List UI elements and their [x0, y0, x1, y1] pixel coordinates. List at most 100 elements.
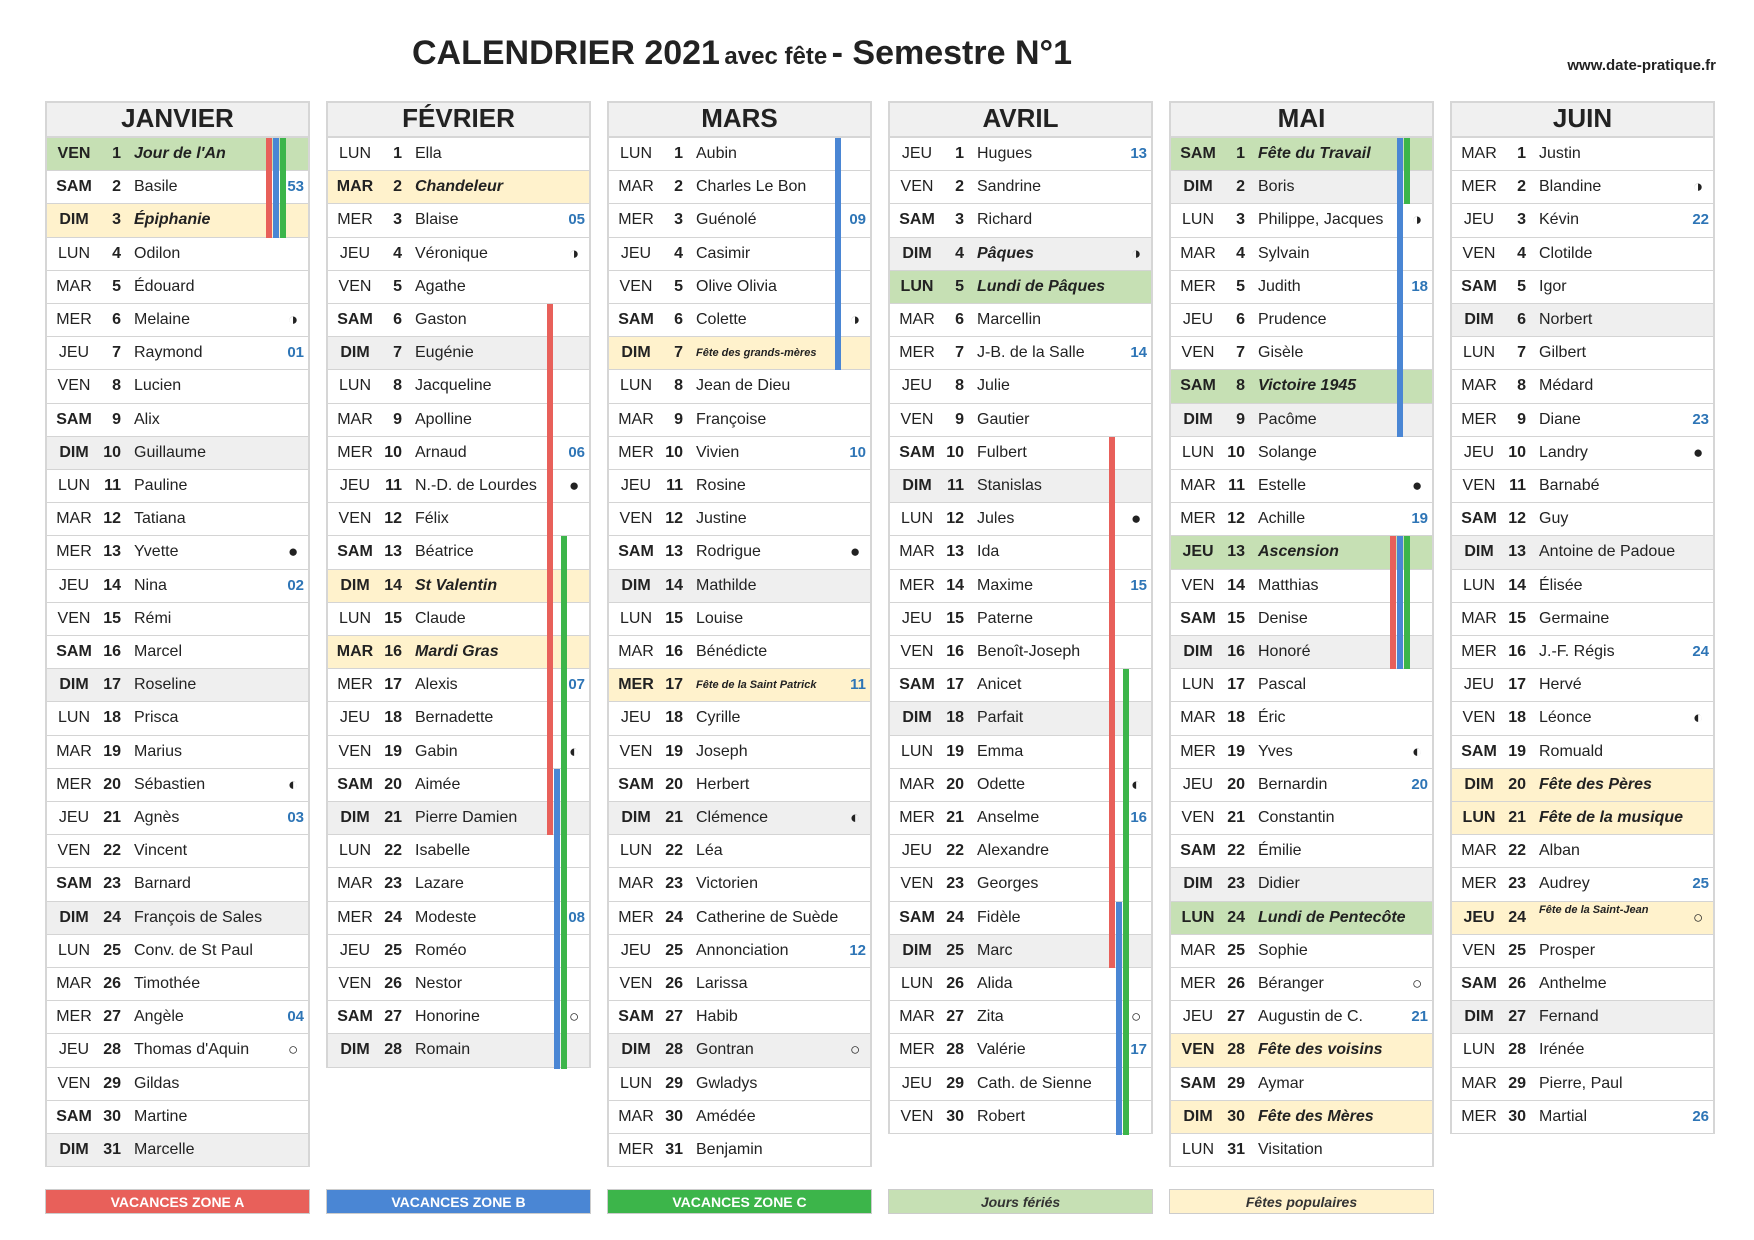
weekday: LUN [57, 244, 90, 262]
week-number: 18 [1411, 277, 1428, 295]
day-row: SAM 22 Émilie [1171, 835, 1432, 869]
vacation-bar [561, 835, 567, 870]
weekday: MER [1180, 510, 1216, 528]
day-row: VEN 5 Olive Olivia [609, 270, 870, 305]
fete-name: Nestor [415, 975, 463, 992]
fete-name: Louise [696, 609, 744, 627]
weekday: MAR [337, 410, 373, 428]
day-row: JEU 11 N.-D. de Lourdes ● [328, 470, 589, 505]
day-number: 18 [1508, 709, 1526, 727]
day-row: LUN 17 Pascal [1171, 669, 1432, 703]
fete-name: Bénédicte [696, 643, 768, 660]
day-number: 25 [103, 941, 121, 959]
day-row: LUN 10 Solange [1171, 436, 1432, 470]
weekday: JEU [901, 1074, 933, 1092]
fete-name: Norbert [1539, 311, 1593, 328]
day-number: 22 [665, 842, 683, 860]
day-row: VEN 19 Gabin ◐ [328, 735, 589, 770]
vacation-bar [561, 602, 567, 637]
day-number: 29 [103, 1074, 121, 1092]
fete-name: Vivien [696, 443, 740, 461]
week-number: 14 [1130, 344, 1147, 362]
day-row: VEN 4 Clotilde [1452, 237, 1713, 271]
fete-name: Fête des Mères [1258, 1107, 1374, 1125]
vacation-bar [554, 934, 560, 969]
fete-name: Valérie [977, 1041, 1026, 1059]
day-number: 26 [1227, 975, 1245, 992]
weekday: MER [1180, 975, 1216, 992]
day-number: 4 [112, 244, 121, 262]
day-number: 14 [384, 576, 402, 594]
weekday: SAM [1461, 742, 1497, 760]
weekday: JEU [1182, 543, 1214, 561]
fete-name: Antoine de Padoue [1539, 543, 1676, 561]
vacation-bar [1397, 403, 1403, 438]
weekday: SAM [56, 1107, 92, 1125]
fete-name: Guillaume [134, 443, 207, 461]
weekday: JEU [1182, 775, 1214, 793]
vacation-bar [1397, 304, 1403, 339]
fete-name: Pâques [977, 244, 1034, 262]
month-column: FÉVRIER LUN 1 Ella MAR 2 Chandeleur MER 3 Blaise 0… [326, 101, 591, 1069]
vacation-bar [1390, 602, 1396, 637]
weekday: MER [1461, 410, 1497, 428]
moon-phase: ◑ [1412, 210, 1423, 230]
day-number: 3 [955, 211, 964, 229]
weekday: MER [1180, 277, 1216, 295]
day-row: DIM 25 Marc [890, 934, 1151, 969]
day-row: DIM 17 Roseline [47, 669, 308, 703]
day-row: MER 30 Martial 26 [1452, 1100, 1713, 1134]
fete-name: Rosine [696, 477, 746, 494]
fete-name: Fidèle [977, 908, 1021, 926]
weekday: MER [618, 908, 654, 926]
day-row: MER 9 Diane 23 [1452, 403, 1713, 437]
day-row: SAM 20 Aimée [328, 768, 589, 803]
fete-name: Hugues [977, 145, 1033, 162]
fete-name: Pauline [134, 477, 188, 494]
day-number: 26 [665, 975, 683, 992]
fete-name: Jour de l'An [134, 145, 226, 162]
fete-name: J-B. de la Salle [977, 344, 1085, 362]
fete-name: Ida [977, 543, 1000, 561]
vacation-bar [554, 802, 560, 837]
weekday: VEN [1181, 344, 1215, 362]
fete-name: Jules [977, 510, 1015, 528]
day-number: 10 [665, 443, 683, 461]
vacation-bar [547, 403, 553, 438]
fete-name: J.-F. Régis [1539, 643, 1615, 660]
vacation-bar [1109, 536, 1115, 571]
day-number: 21 [946, 809, 964, 826]
weekday: MAR [1461, 842, 1497, 860]
day-number: 2 [1236, 178, 1245, 196]
day-number: 10 [1227, 443, 1245, 461]
day-row: MAR 4 Sylvain [1171, 237, 1432, 272]
weekday: DIM [340, 809, 370, 826]
fete-name: Pierre Damien [415, 809, 518, 826]
day-number: 13 [384, 543, 402, 561]
day-number: 28 [946, 1041, 964, 1059]
vacation-bar [547, 735, 553, 770]
weekday: MER [56, 1008, 92, 1026]
fete-name: Marc [977, 941, 1013, 959]
moon-phase: ● [1412, 476, 1423, 495]
weekday: MAR [899, 1008, 935, 1026]
day-row: LUN 8 Jean de Dieu [609, 370, 870, 404]
weekday: SAM [899, 211, 935, 229]
fete-name: Arnaud [415, 443, 467, 461]
weekday: MER [1461, 178, 1497, 196]
day-number: 24 [384, 908, 402, 926]
day-number: 31 [103, 1141, 121, 1158]
fete-name: Épiphanie [134, 211, 211, 229]
day-row: VEN 12 Justine [609, 503, 870, 537]
day-number: 21 [384, 809, 402, 826]
vacation-bar [835, 304, 841, 339]
weekday: MER [56, 311, 92, 328]
weekday: LUN [1181, 908, 1215, 926]
day-number: 15 [946, 609, 964, 627]
fete-name: Mathilde [696, 576, 757, 594]
weekday: DIM [1183, 1107, 1213, 1125]
weekday: VEN [338, 975, 372, 992]
fete-name: Gisèle [1258, 344, 1304, 362]
day-row: DIM 24 François de Sales [47, 901, 308, 935]
day-number: 28 [103, 1041, 121, 1059]
